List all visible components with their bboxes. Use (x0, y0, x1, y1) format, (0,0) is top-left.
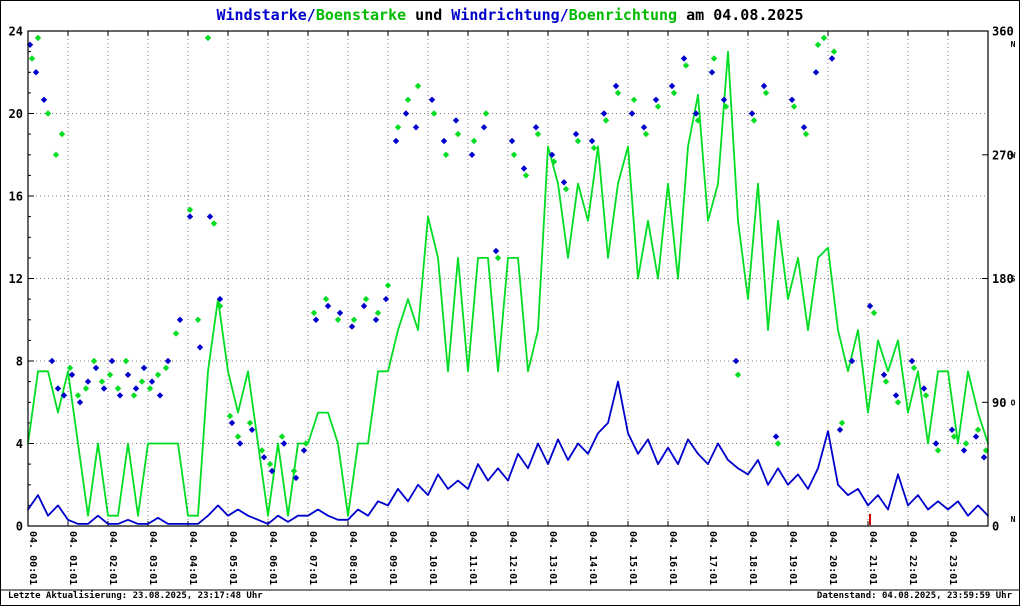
chart-title: Windstarke/Boenstarke und Windrichtung/B… (1, 6, 1019, 24)
svg-text:4: 4 (16, 437, 23, 451)
svg-text:04. 20:01: 04. 20:01 (827, 531, 838, 585)
gridlines (28, 31, 988, 526)
svg-text:20: 20 (9, 107, 23, 121)
svg-text:04. 17:01: 04. 17:01 (707, 531, 718, 585)
title-windrichtung: Windrichtung/ (451, 6, 569, 24)
svg-text:04. 05:01: 04. 05:01 (227, 531, 238, 585)
data-status-text: Datenstand: 04.08.2025, 23:59:59 Uhr (816, 591, 1012, 601)
svg-text:W: W (1011, 151, 1016, 160)
svg-text:04. 09:01: 04. 09:01 (387, 531, 398, 585)
svg-text:04. 07:01: 04. 07:01 (307, 531, 318, 585)
series-boenstarke-line (27, 50, 989, 517)
svg-text:04. 16:01: 04. 16:01 (667, 531, 678, 585)
svg-text:N: N (1011, 40, 1016, 49)
svg-text:04. 02:01: 04. 02:01 (107, 531, 118, 585)
svg-text:04. 06:01: 04. 06:01 (267, 531, 278, 585)
svg-text:04. 22:01: 04. 22:01 (907, 531, 918, 585)
svg-text:04. 12:01: 04. 12:01 (507, 531, 518, 585)
title-boenstaerke: Boenstarke (315, 6, 407, 24)
left-axis-labels: 0 4 8 12 16 20 24 (9, 25, 23, 534)
svg-text:0: 0 (16, 520, 23, 534)
svg-text:04. 14:01: 04. 14:01 (587, 531, 598, 585)
svg-text:90: 90 (992, 396, 1006, 410)
svg-text:04. 23:01: 04. 23:01 (947, 531, 958, 585)
svg-text:12: 12 (9, 272, 23, 286)
svg-text:04. 19:01: 04. 19:01 (787, 531, 798, 585)
svg-text:S: S (1011, 275, 1016, 284)
svg-text:180: 180 (992, 272, 1014, 286)
svg-text:360: 360 (992, 25, 1014, 39)
series-windstarke-line (27, 380, 989, 525)
svg-text:04. 08:01: 04. 08:01 (347, 531, 358, 585)
svg-text:04. 04:01: 04. 04:01 (187, 531, 198, 585)
svg-text:8: 8 (16, 355, 23, 369)
svg-text:24: 24 (9, 25, 23, 39)
series-boenrichtung-points (28, 34, 990, 475)
svg-text:270: 270 (992, 148, 1014, 162)
svg-text:04. 10:01: 04. 10:01 (427, 531, 438, 585)
title-windstaerke: Windstarke/ (216, 6, 316, 24)
svg-text:04. 13:01: 04. 13:01 (547, 531, 558, 585)
svg-text:04. 15:01: 04. 15:01 (627, 531, 638, 585)
svg-text:04. 01:01: 04. 01:01 (67, 531, 78, 585)
svg-text:O: O (1011, 398, 1016, 407)
svg-text:16: 16 (9, 190, 23, 204)
svg-text:04. 11:01: 04. 11:01 (467, 531, 478, 585)
x-axis-labels: 04. 00:01 04. 01:01 04. 02:01 04. 03:01 04. … (27, 531, 958, 585)
svg-text:04. 00:01: 04. 00:01 (27, 531, 38, 585)
svg-text:04. 21:01: 04. 21:01 (867, 531, 878, 585)
title-boenrichtung: Boenrichtung (568, 6, 678, 24)
plot-border (27, 30, 989, 527)
title-date: am 04.08.2025 (677, 6, 804, 24)
svg-text:04. 03:01: 04. 03:01 (147, 531, 158, 585)
series-windrichtung-points (26, 41, 988, 482)
svg-text:N: N (1011, 515, 1016, 524)
last-update-text: Letzte Aktualisierung: 23.08.2025, 23:17… (8, 591, 263, 601)
svg-text:0: 0 (992, 520, 999, 534)
svg-text:04. 18:01: 04. 18:01 (747, 531, 758, 585)
title-und: und (406, 6, 452, 24)
